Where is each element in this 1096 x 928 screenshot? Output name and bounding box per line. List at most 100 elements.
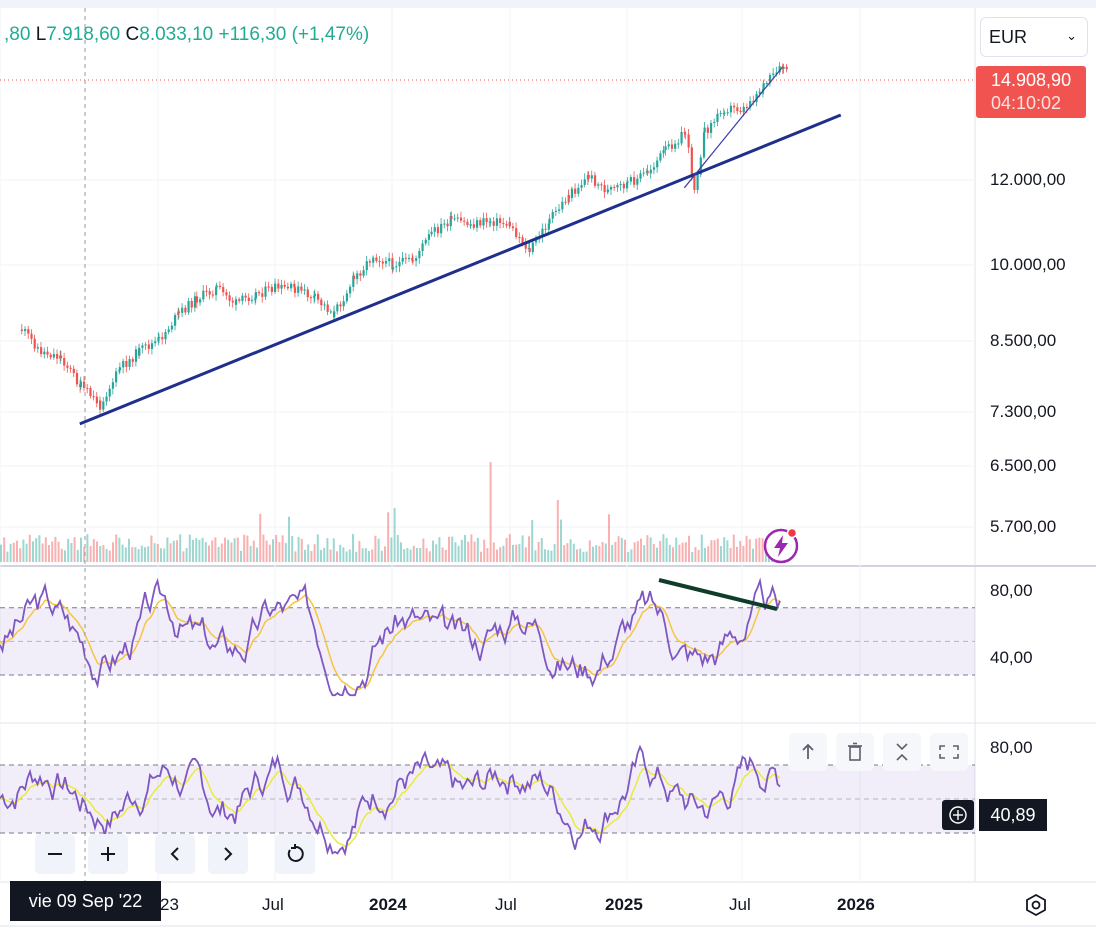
- volume-bar: [396, 534, 399, 562]
- candle-body: [551, 212, 554, 219]
- candle-body: [411, 257, 414, 261]
- lightning-icon[interactable]: [762, 527, 800, 565]
- volume-bar: [473, 541, 476, 562]
- candle-body: [531, 242, 534, 253]
- candle-body: [558, 209, 561, 211]
- volume-bar: [409, 549, 412, 562]
- candle-body: [626, 181, 629, 183]
- candle-body: [421, 243, 424, 251]
- maximize-pane-button[interactable]: [930, 733, 968, 771]
- candle-body: [247, 297, 250, 301]
- volume-bar: [499, 547, 502, 562]
- candle-body: [541, 228, 544, 237]
- scroll-right-button[interactable]: [208, 834, 248, 874]
- trendline[interactable]: [79, 113, 842, 426]
- candle-body: [670, 144, 674, 149]
- candle-body: [138, 347, 141, 356]
- add-alert-button[interactable]: [942, 800, 974, 830]
- volume-bar: [598, 546, 601, 562]
- zoom-out-button[interactable]: [35, 834, 75, 874]
- candle-body: [674, 143, 677, 149]
- volume-bar: [630, 549, 633, 562]
- volume-bar: [332, 538, 335, 562]
- volume-bar: [140, 545, 143, 562]
- volume-bar: [25, 543, 28, 562]
- candle-body: [408, 257, 411, 259]
- volume-bar: [169, 543, 172, 562]
- crosshair-date-label: vie 09 Sep '22: [10, 881, 161, 921]
- volume-bar: [259, 513, 262, 562]
- delete-pane-button[interactable]: [836, 733, 874, 771]
- osc2-tick-label: 80,00: [990, 738, 1033, 757]
- volume-bar: [352, 534, 354, 562]
- candle-body: [303, 289, 306, 291]
- ohlc-legend: ,80 L7.918,60 C8.033,10 +116,30 (+1,47%): [4, 24, 369, 46]
- divergence-line[interactable]: [658, 578, 778, 611]
- trendline[interactable]: [683, 66, 783, 189]
- candle-body: [30, 333, 33, 339]
- volume-bar: [697, 549, 700, 562]
- volume-bar: [582, 551, 585, 562]
- volume-bar: [6, 551, 9, 562]
- candle-body: [72, 368, 75, 374]
- candle-body: [696, 174, 699, 190]
- volume-bar: [483, 539, 486, 562]
- candle-body: [290, 283, 293, 289]
- volume-bar: [435, 544, 438, 562]
- candle-body: [625, 182, 629, 189]
- candle-body: [495, 218, 499, 226]
- candle-body: [758, 91, 761, 94]
- volume-bar: [355, 551, 358, 562]
- oscillator-line: [0, 577, 781, 697]
- candle-body: [433, 227, 436, 232]
- volume-bar: [393, 507, 396, 562]
- volume-bar: [480, 551, 482, 562]
- osc1-tick-label: 40,00: [990, 648, 1033, 667]
- candle-body: [443, 223, 446, 225]
- volume-bar: [310, 551, 313, 562]
- candle-body: [125, 361, 128, 367]
- volume-bar: [576, 549, 578, 562]
- currency-selector[interactable]: EUR ⌄: [980, 17, 1088, 57]
- candle-body: [456, 217, 459, 219]
- volume-bar: [441, 547, 444, 562]
- candle-body: [463, 220, 466, 222]
- volume-bar: [707, 546, 710, 562]
- candle-body: [205, 290, 208, 292]
- candle-body: [479, 220, 482, 226]
- candle-body: [499, 218, 502, 224]
- zoom-in-button[interactable]: [88, 834, 128, 874]
- candle-body: [742, 107, 745, 112]
- volume-bar: [665, 537, 668, 562]
- scroll-left-button[interactable]: [155, 834, 195, 874]
- grid: [0, 8, 975, 882]
- candle-body: [105, 396, 108, 402]
- candle-body: [739, 111, 742, 113]
- volume-bar: [652, 543, 655, 562]
- collapse-pane-button[interactable]: [883, 733, 921, 771]
- reset-chart-button[interactable]: [275, 834, 315, 874]
- candle-body: [157, 337, 160, 342]
- volume-bar: [92, 539, 95, 562]
- candle-body: [401, 257, 404, 262]
- volume-bar: [358, 541, 361, 562]
- candle-body: [755, 93, 758, 102]
- volume-bar: [38, 535, 41, 562]
- volume-bar: [745, 535, 748, 562]
- candle-body: [174, 315, 177, 326]
- volume-bar: [73, 537, 76, 562]
- candle-body: [218, 285, 222, 288]
- volume-bar: [752, 548, 754, 562]
- candle-body: [554, 210, 558, 213]
- volume-bar: [262, 534, 265, 562]
- candle-body: [122, 361, 125, 368]
- candle-body: [46, 351, 49, 355]
- volume-bar: [764, 550, 767, 562]
- settings-icon[interactable]: [1024, 893, 1048, 917]
- volume-bar: [108, 550, 111, 562]
- volume-bar: [12, 542, 15, 562]
- move-pane-up-button[interactable]: [789, 733, 827, 771]
- trendlines[interactable]: [79, 66, 842, 426]
- volume-bar: [486, 548, 489, 562]
